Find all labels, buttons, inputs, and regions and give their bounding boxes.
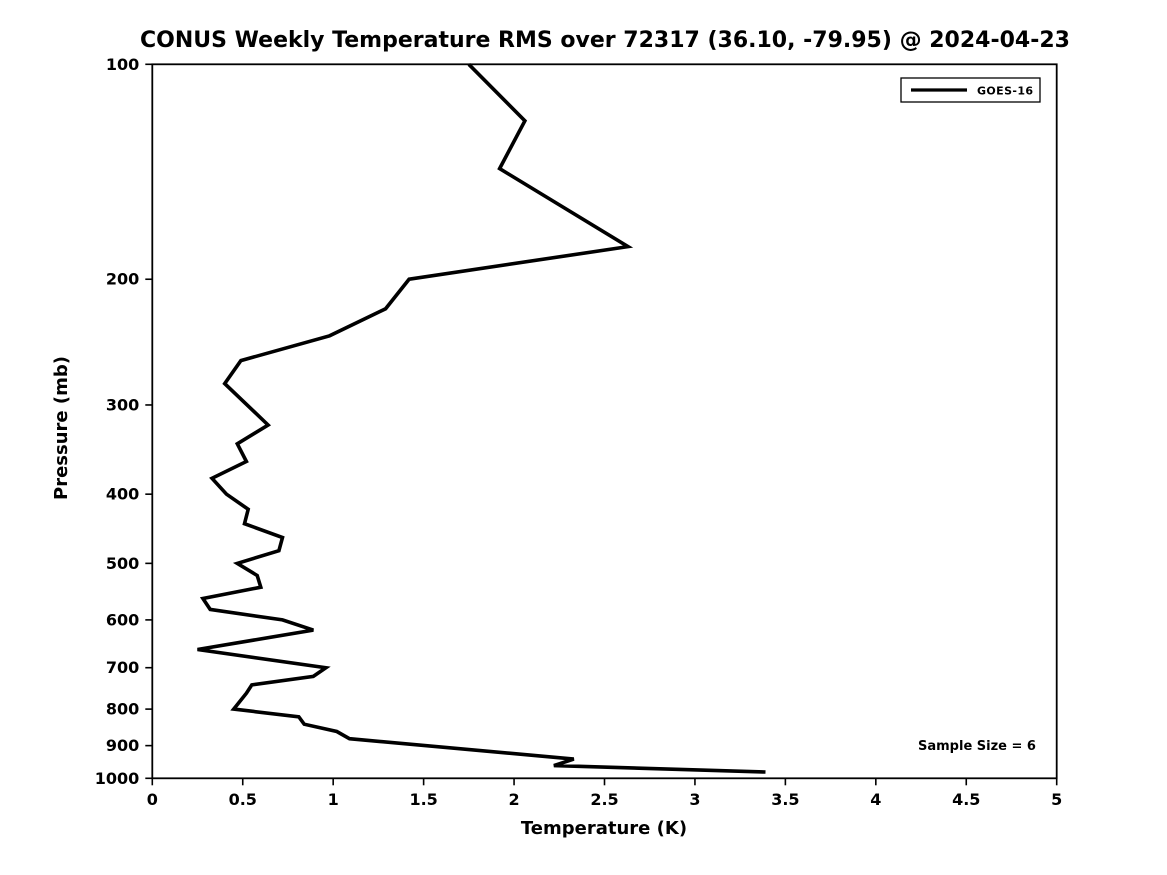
x-tick-label: 0.5 [229, 790, 257, 809]
y-tick-label: 300 [106, 395, 139, 414]
x-tick-label: 1 [328, 790, 339, 809]
x-tick-label: 2.5 [590, 790, 618, 809]
plot-frame [151, 63, 1058, 780]
y-axis-ticks: 100 200 300 400 500 600 700 800 900 1000 [95, 55, 153, 788]
y-tick-label: 600 [106, 610, 139, 629]
y-tick-label: 800 [106, 700, 139, 719]
chart-title: CONUS Weekly Temperature RMS over 72317 … [140, 28, 1070, 53]
y-tick-label: 500 [106, 554, 139, 573]
sample-size-annotation: Sample Size = 6 [918, 739, 1036, 754]
x-tick-label: 3.5 [771, 790, 799, 809]
data-curves [197, 63, 766, 774]
legend: GOES-16 [900, 77, 1041, 103]
y-tick-label: 400 [106, 485, 139, 504]
x-tick-label: 2 [508, 790, 519, 809]
y-axis-label: Pressure (mb) [51, 356, 72, 500]
goes-16-curve [197, 63, 766, 774]
y-tick-label: 700 [106, 658, 139, 677]
x-axis-ticks: 0 0.5 1 1.5 2 2.5 3 3.5 4 4.5 5 [147, 778, 1062, 809]
y-tick-label: 200 [106, 270, 139, 289]
x-tick-label: 3 [689, 790, 700, 809]
x-axis-label: Temperature (K) [521, 818, 687, 839]
y-tick-label: 900 [106, 736, 139, 755]
x-tick-label: 5 [1051, 790, 1062, 809]
x-tick-label: 4 [870, 790, 881, 809]
x-tick-label: 1.5 [409, 790, 437, 809]
x-tick-label: 0 [147, 790, 158, 809]
y-tick-label: 1000 [95, 769, 140, 788]
y-tick-label: 100 [106, 55, 139, 74]
x-tick-label: 4.5 [952, 790, 980, 809]
legend-label: GOES-16 [977, 85, 1034, 98]
